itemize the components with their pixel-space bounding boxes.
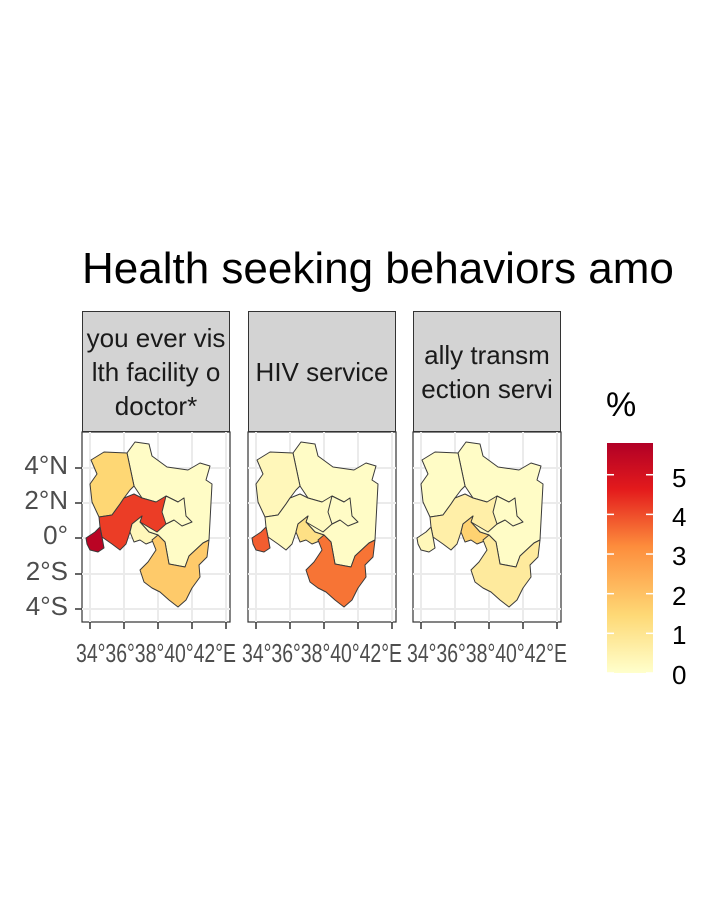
region-lake-region [85,526,105,553]
facet-label-1: you ever vis lth facility o doctor* [86,322,226,421]
y-tick-2n: 2°N [24,485,68,515]
facet-strip-1: you ever vis lth facility o doctor* [82,311,230,432]
region-south-east [139,534,210,608]
legend-label-5: 5 [672,463,687,493]
x-tick-labels-3: 34°36°38°40°42°E [407,638,567,668]
legend-title: % [606,386,637,424]
facet-strip-3: ally transm ection servi [413,311,561,432]
region-north-east [161,495,193,527]
y-tick-4n: 4°N [24,450,68,480]
legend-label-0: 0 [672,660,687,690]
region-lake-region [251,526,271,553]
map-panel-3 [412,431,562,623]
legend-label-3: 3 [672,541,687,571]
region-south-east [470,534,541,608]
y-tick-0: 0° [43,520,68,550]
region-north-east [327,495,359,527]
facet-label-3: ally transm ection servi [421,339,553,404]
legend-label-2: 2 [672,581,687,611]
y-tick-4s: 4°S [25,591,68,621]
region-lake-region [416,526,436,553]
legend-colorbar [607,443,653,673]
region-north-east [492,495,524,527]
legend [607,443,653,674]
y-tick-2s: 2°S [25,556,68,586]
facet-strip-2: HIV service [248,311,396,432]
region-south-east [305,534,376,608]
chart-title: Health seeking behaviors amo [82,244,674,293]
legend-label-1: 1 [672,620,687,650]
legend-label-4: 4 [672,502,687,532]
map-panel-1 [81,431,231,623]
x-tick-labels-2: 34°36°38°40°42°E [242,638,402,668]
map-panel-2 [247,431,397,623]
x-tick-labels-1: 34°36°38°40°42°E [76,638,236,668]
facet-label-2: HIV service [255,356,389,387]
